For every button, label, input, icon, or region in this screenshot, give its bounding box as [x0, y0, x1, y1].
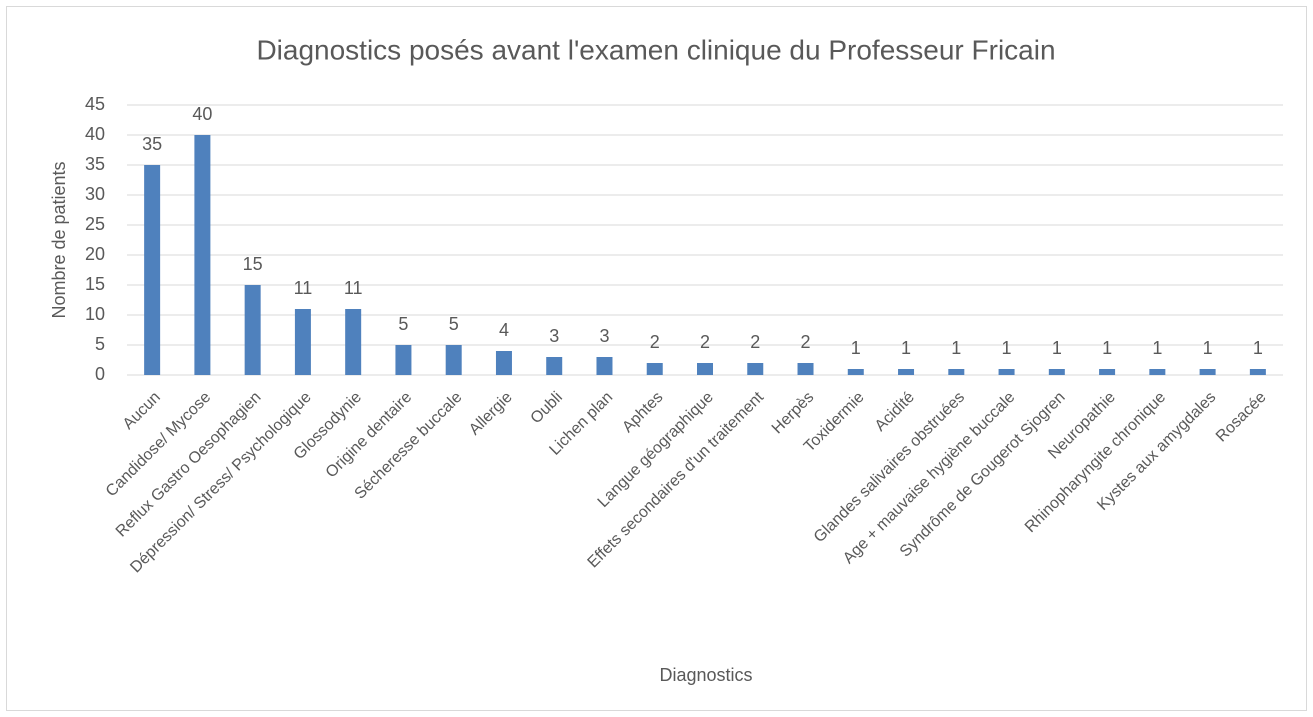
bar [1048, 369, 1065, 375]
data-label: 1 [951, 338, 961, 358]
chart-border [6, 6, 1307, 711]
data-label: 2 [801, 332, 811, 352]
bar [1249, 369, 1266, 375]
data-label: 40 [192, 104, 212, 124]
data-label: 5 [398, 314, 408, 334]
y-tick-label: 30 [85, 184, 105, 204]
bar [948, 369, 965, 375]
bar [898, 369, 915, 375]
bar [244, 285, 261, 375]
bar [797, 363, 814, 375]
data-label: 11 [344, 278, 363, 298]
x-axis-title: Diagnostics [659, 665, 752, 685]
y-tick-label: 15 [85, 274, 105, 294]
bar [546, 357, 563, 375]
y-tick-label: 25 [85, 214, 105, 234]
y-tick-label: 20 [85, 244, 105, 264]
bar [1149, 369, 1166, 375]
bar [445, 345, 462, 375]
chart-title: Diagnostics posés avant l'examen cliniqu… [256, 34, 1055, 65]
data-label: 2 [750, 332, 760, 352]
data-label: 5 [449, 314, 459, 334]
data-label: 1 [1102, 338, 1112, 358]
bar [596, 357, 613, 375]
data-label: 1 [1203, 338, 1213, 358]
data-label: 11 [294, 278, 313, 298]
bar [194, 135, 211, 375]
data-label: 2 [650, 332, 660, 352]
data-label: 3 [549, 326, 559, 346]
data-label: 1 [1002, 338, 1012, 358]
y-tick-label: 5 [95, 334, 105, 354]
bar [294, 309, 311, 375]
data-label: 2 [700, 332, 710, 352]
bar [697, 363, 713, 375]
bar [1099, 369, 1116, 375]
y-tick-label: 0 [95, 364, 105, 384]
bar [747, 363, 764, 375]
data-label: 35 [142, 134, 162, 154]
y-tick-label: 10 [85, 304, 105, 324]
data-label: 1 [851, 338, 861, 358]
data-label: 1 [1253, 338, 1263, 358]
data-label: 15 [243, 254, 263, 274]
data-label: 1 [1052, 338, 1062, 358]
y-tick-label: 35 [85, 154, 105, 174]
y-tick-label: 45 [85, 94, 105, 114]
bar [847, 369, 864, 375]
bar [998, 369, 1015, 375]
bar [1199, 369, 1216, 375]
bar [495, 351, 512, 375]
data-label: 4 [499, 320, 509, 340]
data-label: 1 [1152, 338, 1162, 358]
y-tick-label: 40 [85, 124, 105, 144]
bar [646, 363, 663, 375]
bar [395, 345, 412, 375]
data-label: 1 [901, 338, 911, 358]
bar [345, 309, 362, 375]
bar [144, 165, 161, 375]
data-label: 3 [599, 326, 609, 346]
y-axis-title: Nombre de patients [49, 161, 69, 318]
